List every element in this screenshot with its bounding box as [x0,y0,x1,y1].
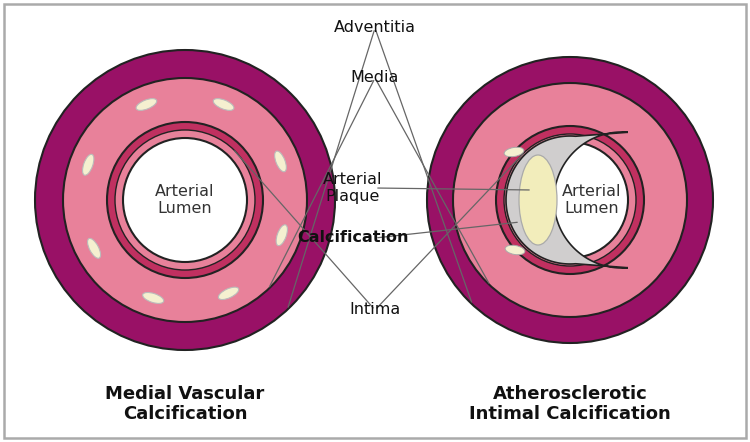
Circle shape [496,126,644,274]
Circle shape [123,138,247,262]
Ellipse shape [274,151,286,172]
Circle shape [107,122,263,278]
Text: Arterial
Lumen: Arterial Lumen [562,184,622,216]
Ellipse shape [519,155,557,245]
Polygon shape [506,132,628,268]
Ellipse shape [276,225,287,246]
Circle shape [427,57,713,343]
Ellipse shape [82,154,94,175]
Ellipse shape [142,293,164,303]
Circle shape [63,78,307,322]
Ellipse shape [504,147,524,157]
FancyBboxPatch shape [4,4,746,438]
Circle shape [453,83,687,317]
Circle shape [35,50,335,350]
Circle shape [115,130,255,270]
Text: Adventitia: Adventitia [334,20,416,35]
Ellipse shape [218,287,238,300]
Text: Arterial
Lumen: Arterial Lumen [155,184,214,216]
Text: Calcification: Calcification [297,230,409,245]
Ellipse shape [505,245,525,255]
Text: Arterial
Plaque: Arterial Plaque [323,172,382,204]
Text: Atherosclerotic
Intimal Calcification: Atherosclerotic Intimal Calcification [470,385,670,423]
Circle shape [504,134,636,266]
Text: Medial Vascular
Calcification: Medial Vascular Calcification [105,385,265,423]
Ellipse shape [88,238,100,258]
Text: Media: Media [351,71,399,85]
Ellipse shape [213,99,234,110]
Ellipse shape [136,99,157,110]
Circle shape [512,142,628,258]
Text: Intima: Intima [350,302,400,317]
